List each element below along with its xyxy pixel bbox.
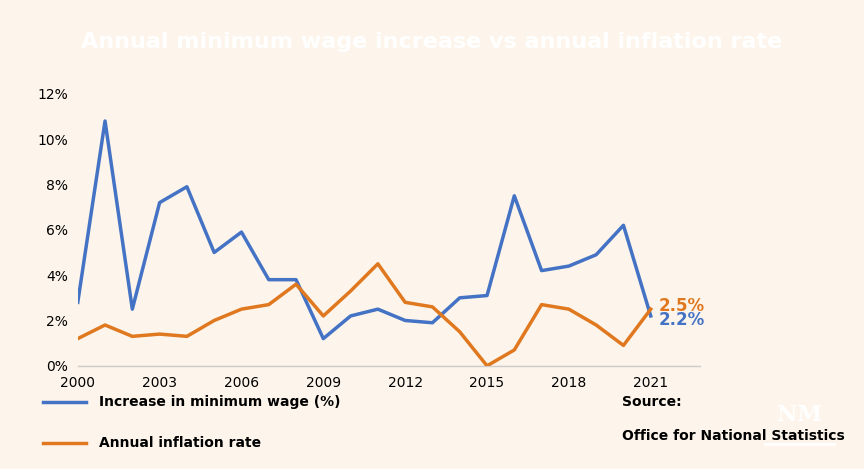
- Text: Office for National Statistics: Office for National Statistics: [622, 429, 845, 443]
- Text: Annual inflation rate: Annual inflation rate: [99, 436, 262, 450]
- Text: Annual minimum wage increase vs annual inflation rate: Annual minimum wage increase vs annual i…: [81, 32, 783, 52]
- Text: Increase in minimum wage (%): Increase in minimum wage (%): [99, 395, 341, 409]
- Text: 2.5%: 2.5%: [659, 297, 705, 315]
- Text: 2.2%: 2.2%: [659, 311, 705, 330]
- Text: NM: NM: [777, 404, 822, 426]
- Text: Source:: Source:: [622, 395, 682, 409]
